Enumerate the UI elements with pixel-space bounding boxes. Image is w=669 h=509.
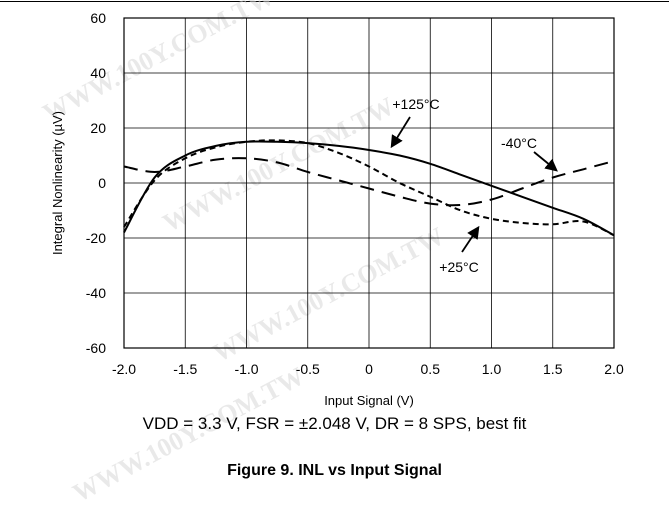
y-tick-label: -20 <box>86 230 106 246</box>
series-line-minus40c <box>123 157 615 207</box>
y-tick-label: 40 <box>90 65 106 81</box>
series-line-plus125c <box>123 140 615 237</box>
top-rule <box>0 1 669 2</box>
plot-frame <box>123 17 615 349</box>
annotations: +125°C -40°C +25°C <box>390 96 558 275</box>
y-tick-label: 0 <box>98 175 106 191</box>
x-axis-label: Input Signal (V) <box>324 393 414 408</box>
x-tick-label: -1.5 <box>173 361 197 377</box>
annotation-label: +25°C <box>439 259 478 275</box>
figure-caption: Figure 9. INL vs Input Signal <box>227 462 442 479</box>
test-conditions: VDD = 3.3 V, FSR = ±2.048 V, DR = 8 SPS,… <box>142 414 527 433</box>
grid <box>123 17 615 349</box>
annotation-label: -40°C <box>501 135 537 151</box>
annotation-arrow <box>461 225 480 253</box>
x-tick-label: 1.0 <box>482 361 502 377</box>
x-tick-label: 2.0 <box>604 361 624 377</box>
x-tick-labels: -2.0 -1.5 -1.0 -0.5 0 0.5 1.0 1.5 2.0 <box>112 361 624 377</box>
x-tick-label: -2.0 <box>112 361 136 377</box>
x-tick-label: -1.0 <box>234 361 258 377</box>
x-tick-label: 0.5 <box>421 361 441 377</box>
y-tick-labels: 60 40 20 0 -20 -40 -60 <box>86 10 106 356</box>
series-line-plus25c <box>123 139 615 237</box>
y-axis-label: Integral Nonlinearity (µV) <box>50 111 65 255</box>
y-tick-label: -60 <box>86 340 106 356</box>
annotation-arrow <box>533 151 558 172</box>
annotation-label: +125°C <box>392 96 439 112</box>
series-lines <box>123 139 615 237</box>
y-tick-label: 60 <box>90 10 106 26</box>
x-tick-label: 0 <box>365 361 373 377</box>
y-tick-label: -40 <box>86 285 106 301</box>
inl-chart: 60 40 20 0 -20 -40 -60 -2.0 -1.5 -1.0 -0.5 0 0.5 1.0… <box>50 10 624 408</box>
annotation-arrow <box>390 116 411 149</box>
y-tick-label: 20 <box>90 120 106 136</box>
x-tick-label: -0.5 <box>296 361 320 377</box>
x-tick-label: 1.5 <box>543 361 563 377</box>
